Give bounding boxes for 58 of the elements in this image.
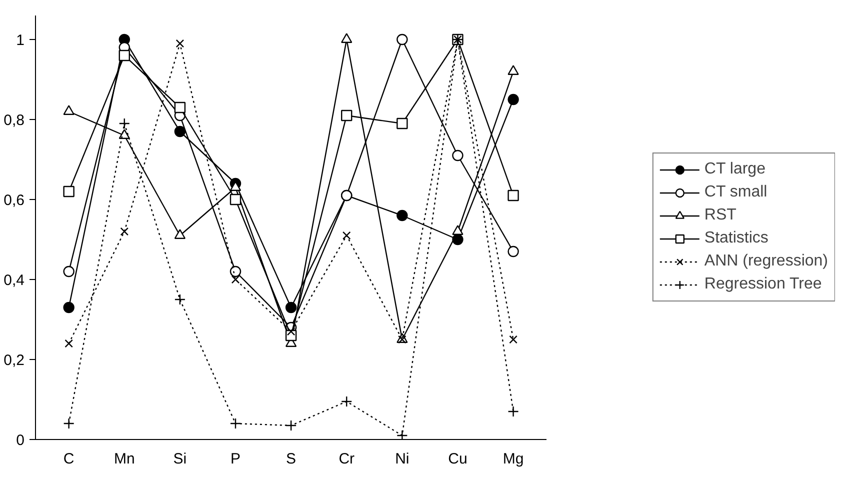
point bbox=[342, 231, 351, 240]
point bbox=[174, 229, 186, 239]
x-tick-label: Mn bbox=[114, 450, 135, 468]
point bbox=[341, 396, 352, 408]
point bbox=[174, 294, 186, 306]
point bbox=[230, 418, 242, 430]
point bbox=[64, 339, 73, 348]
point bbox=[174, 126, 186, 138]
point bbox=[396, 210, 408, 222]
point bbox=[452, 150, 464, 162]
legend-label: CT small bbox=[704, 184, 768, 202]
x-tick-label: Si bbox=[173, 450, 187, 468]
point bbox=[285, 420, 297, 432]
x-tick-label: Cr bbox=[338, 450, 355, 468]
point bbox=[230, 266, 242, 278]
legend-label: Regression Tree bbox=[704, 276, 822, 294]
point bbox=[118, 118, 130, 130]
point bbox=[63, 105, 74, 115]
y-tick-label: 0,6 bbox=[4, 192, 25, 209]
y-tick-label: 0,8 bbox=[4, 112, 25, 129]
point bbox=[508, 94, 519, 106]
y-tick-label: 0 bbox=[16, 432, 24, 449]
point bbox=[452, 225, 464, 235]
point bbox=[396, 118, 408, 130]
point bbox=[396, 430, 408, 440]
legend-label: RST bbox=[704, 206, 736, 224]
legend-label: Statistics bbox=[704, 230, 768, 248]
legend-label: CT large bbox=[704, 160, 766, 178]
x-tick-label: Ni bbox=[395, 450, 410, 468]
legend-label: ANN (regression) bbox=[704, 252, 828, 270]
point bbox=[396, 34, 408, 46]
point bbox=[508, 246, 519, 258]
point bbox=[63, 302, 74, 314]
y-tick-label: 1 bbox=[16, 32, 24, 49]
point bbox=[118, 50, 130, 62]
point bbox=[63, 266, 74, 278]
x-tick-label: P bbox=[230, 450, 241, 468]
point bbox=[285, 302, 297, 314]
y-tick-label: 0,4 bbox=[4, 272, 25, 289]
x-tick-label: Mg bbox=[502, 450, 524, 468]
x-tick-label: S bbox=[286, 450, 296, 468]
point bbox=[120, 227, 129, 236]
point bbox=[286, 327, 296, 336]
point bbox=[230, 194, 242, 206]
x-tick-label: Cu bbox=[448, 450, 468, 468]
point bbox=[341, 110, 352, 122]
point bbox=[508, 190, 519, 202]
point bbox=[341, 33, 352, 43]
point bbox=[176, 39, 184, 48]
point bbox=[509, 335, 518, 344]
point bbox=[63, 418, 74, 430]
point bbox=[231, 275, 240, 284]
point bbox=[508, 65, 519, 75]
y-tick-label: 0,2 bbox=[4, 352, 25, 369]
x-tick-label: C bbox=[63, 450, 74, 468]
point bbox=[174, 102, 186, 114]
point bbox=[63, 186, 74, 198]
point bbox=[508, 406, 519, 418]
